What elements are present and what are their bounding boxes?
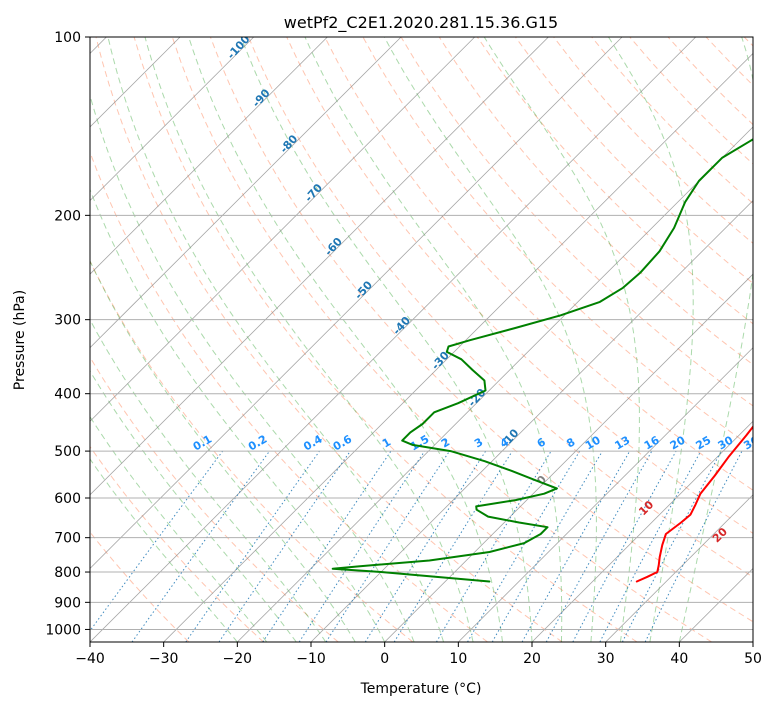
moist-adiabat-line	[188, 37, 503, 642]
x-tick-label: −10	[296, 651, 326, 667]
mixing-ratio-line	[545, 450, 653, 642]
dry-adiabat-line	[133, 37, 638, 642]
mixing-ratio-line	[298, 450, 426, 642]
moist-adiabat-line	[90, 415, 268, 642]
dry-adiabat-line	[286, 37, 753, 534]
x-tick-label: −40	[75, 651, 105, 667]
isotherm-line	[531, 420, 753, 642]
y-tick-label: 400	[54, 387, 81, 403]
dry-adiabat-line	[209, 37, 753, 623]
moist-adiabat-line	[144, 37, 474, 642]
pressure-grid	[90, 37, 753, 630]
x-tick-label: −20	[223, 651, 253, 667]
moist-adiabat-line	[483, 37, 640, 642]
x-tick-label: 10	[449, 651, 467, 667]
moist-adiabat-line	[90, 259, 356, 642]
moist-adiabat-line	[383, 37, 597, 642]
dry-adiabat-line	[95, 37, 563, 642]
x-axis-label: Temperature (°C)	[360, 681, 482, 697]
moist-adiabat-line	[90, 369, 297, 642]
dry-adiabat-line	[90, 445, 264, 642]
mixing-ratio-line	[90, 450, 224, 632]
y-tick-label: 100	[54, 30, 81, 46]
dewpoint-profile-line	[331, 138, 753, 583]
moist-adiabat-line	[608, 37, 694, 642]
mixing-ratio-line	[364, 450, 487, 642]
dry-adiabat-line	[324, 37, 753, 491]
dry-adiabat-line	[476, 37, 753, 325]
y-tick-label: 500	[54, 444, 81, 460]
isotherm-line	[90, 37, 255, 202]
isotherm-line	[310, 199, 753, 642]
mixing-ratio-line	[131, 450, 270, 642]
isotherm-line	[90, 37, 402, 349]
profile-lines	[331, 138, 753, 583]
moist-adiabat-line	[240, 37, 533, 642]
isotherm-line	[384, 273, 753, 642]
isotherm-line	[90, 37, 623, 569]
isotherm-line	[605, 494, 753, 642]
mixing-ratio-line	[325, 450, 450, 642]
x-tick-label: 50	[744, 651, 762, 667]
x-tick-label: −30	[149, 651, 179, 667]
mixing-ratio-line	[262, 450, 392, 642]
dry-adiabat-line	[248, 37, 753, 578]
y-tick-label: 700	[54, 531, 81, 547]
y-tick-label: 300	[54, 313, 81, 329]
dry-adiabat-line	[514, 37, 753, 284]
isotherm-line	[458, 347, 753, 642]
moist-adiabat-line	[90, 318, 327, 642]
plot-frame	[89, 36, 754, 643]
y-tick-label: 800	[54, 565, 81, 581]
x-tick-label: 0	[380, 651, 389, 667]
dry-adiabat-line	[90, 356, 339, 642]
x-tick-label: 20	[523, 651, 541, 667]
temperature-profile-line	[635, 425, 753, 583]
mixing-ratio-line	[393, 450, 513, 642]
isotherm-line	[90, 37, 328, 275]
chart-title: wetPf2_C2E1.2020.281.15.36.G15	[284, 13, 558, 33]
mixing-ratio-line	[644, 450, 743, 642]
isotherm-line	[163, 52, 753, 642]
moist-adiabat-line	[90, 458, 238, 642]
moist-adiabat-line	[107, 37, 445, 642]
x-axis-ticks: −40 −30 −20 −10 0 10 20 30 40 50	[75, 642, 762, 667]
isotherm-line	[90, 37, 549, 496]
y-tick-label: 1000	[45, 622, 81, 638]
y-tick-label: 600	[54, 491, 81, 507]
moist-adiabat-line	[678, 37, 753, 642]
mixing-ratio-label: 36	[741, 433, 761, 452]
mixing-ratio-line	[572, 450, 677, 642]
y-axis-ticks: 100 200 300 400 500 600 700 800 900 1000	[45, 30, 90, 638]
isotherm-line	[237, 126, 753, 642]
y-tick-label: 900	[54, 595, 81, 611]
y-tick-label: 200	[54, 208, 81, 224]
x-tick-label: 30	[597, 651, 615, 667]
mixing-ratio-line	[185, 450, 320, 642]
isotherm-line	[90, 37, 697, 642]
dry-adiabat-line	[171, 37, 712, 642]
mixing-ratio-line	[218, 450, 351, 642]
moist-adiabat-line	[90, 188, 386, 642]
x-tick-label: 40	[670, 651, 688, 667]
y-axis-label: Pressure (hPa)	[12, 290, 28, 390]
isotherm-line	[90, 37, 476, 422]
dry-adiabat-line	[90, 260, 414, 642]
mixing-ratio-line	[521, 450, 631, 642]
